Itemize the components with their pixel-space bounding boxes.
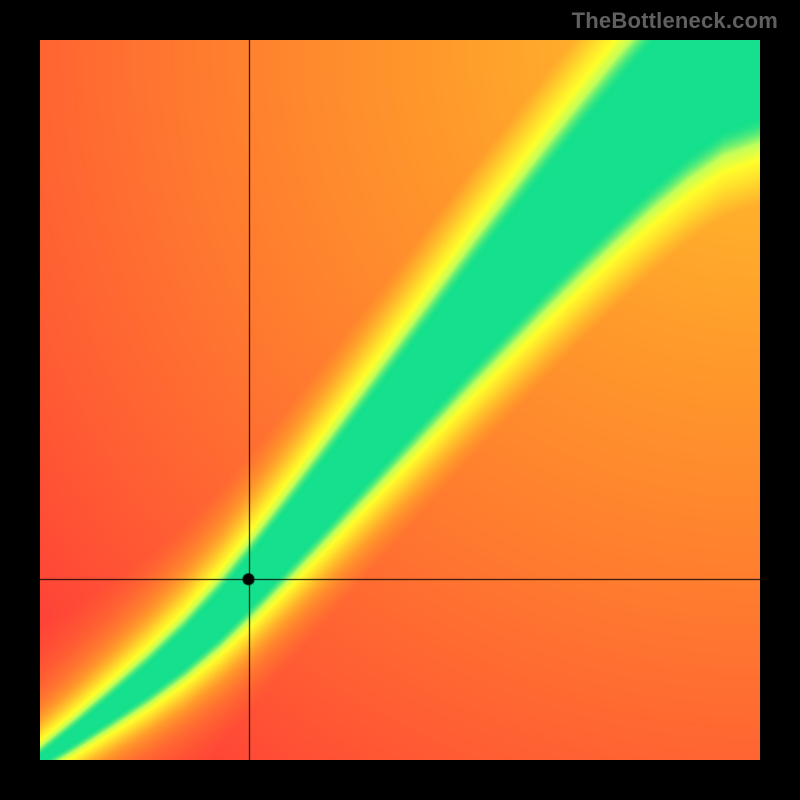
root-container: TheBottleneck.com	[0, 0, 800, 800]
bottleneck-heatmap	[40, 40, 760, 760]
watermark-text: TheBottleneck.com	[572, 8, 778, 34]
